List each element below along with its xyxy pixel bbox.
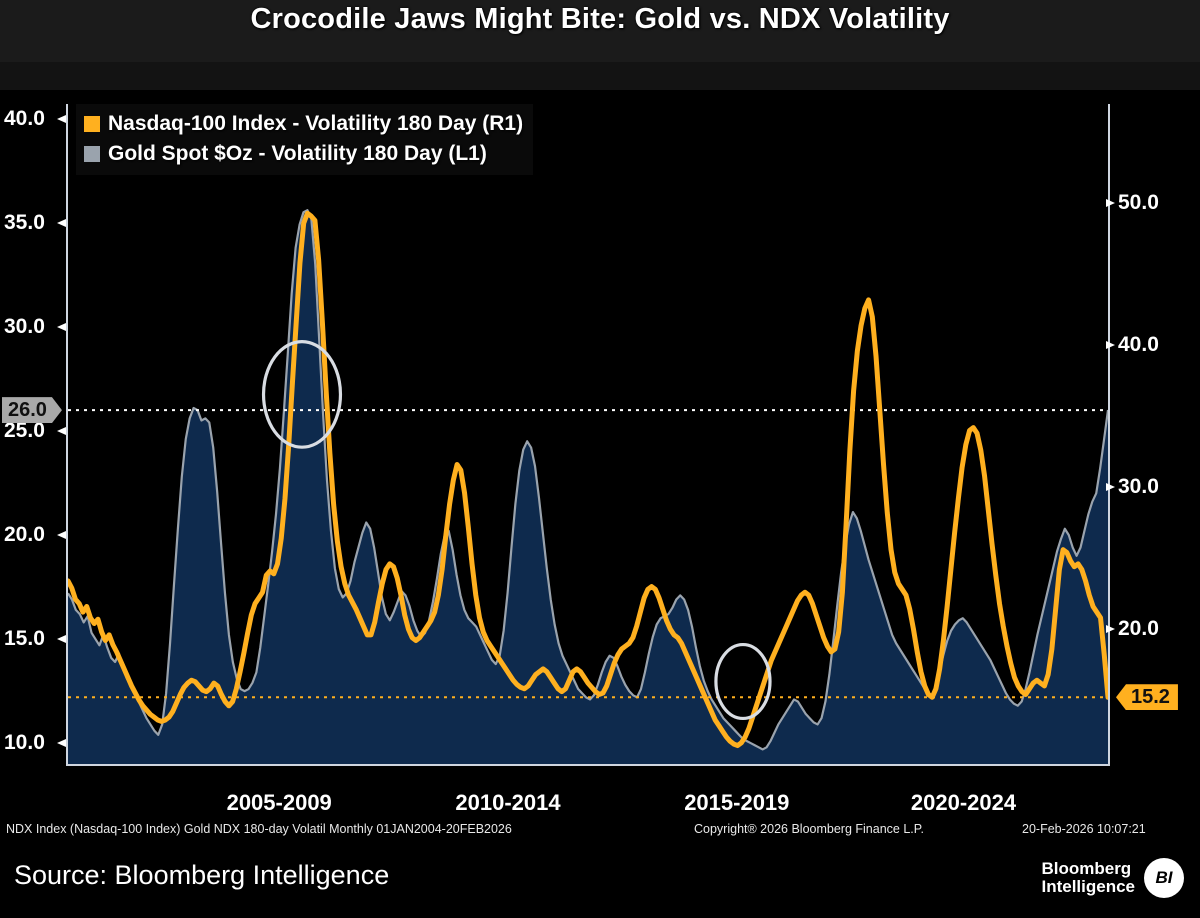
y-axis-left-tickmark: [57, 114, 66, 123]
ndx-volatility-line: [68, 210, 1108, 749]
footer-copyright: Copyright® 2026 Bloomberg Finance L.P.: [694, 822, 924, 836]
ndx-value-tag: 15.2: [1116, 684, 1178, 711]
annotation-gold-ndx-crossover-2018: [714, 642, 772, 721]
bottom-edge: [0, 914, 1200, 918]
y-axis-left-tick: 10.0: [4, 731, 45, 755]
brand-text: Bloomberg Intelligence: [1041, 858, 1135, 897]
gold-value-tag: 26.0: [2, 397, 62, 423]
title-gap-band: [0, 62, 1200, 90]
y-axis-left-tick: 15.0: [4, 627, 45, 651]
y-axis-right-tickmark: [1106, 625, 1115, 634]
y-axis-left-tickmark: [57, 218, 66, 227]
y-axis-right-tickmark: [1106, 341, 1115, 350]
gold-area-fill: [68, 210, 1108, 764]
x-axis-tick-label: 2010-2014: [455, 790, 561, 815]
bi-badge-icon: BI: [1144, 858, 1184, 898]
y-axis-right-tickmark: [1106, 199, 1115, 208]
y-axis-left-tick: 20.0: [4, 523, 45, 546]
legend-item-ndx: Nasdaq-100 Index - Volatility 180 Day (R…: [84, 109, 523, 139]
y-axis-left-tickmark: [57, 426, 66, 435]
chart-canvas: [68, 209, 1108, 764]
title-band: Crocodile Jaws Might Bite: Gold vs. NDX …: [0, 0, 1200, 62]
y-axis-left-tickmark: [57, 322, 66, 331]
y-axis-left-tick: 25.0: [4, 418, 45, 442]
y-axis-right-tick: 40.0: [1118, 333, 1159, 357]
x-axis-tick-label: 2005-2009: [226, 790, 332, 815]
legend-swatch-ndx: [84, 116, 100, 132]
x-axis-tick-label: 2015-2019: [684, 790, 790, 815]
chart-annotations: [261, 339, 772, 721]
chart-container: 40.0 35.0 30.0 25.0 20.0 15.0 10.0 50.0 40.0 30.0…: [0, 90, 1200, 820]
legend-swatch-gold: [84, 146, 100, 162]
y-axis-left-tickmark: [57, 531, 66, 539]
plot-area: [66, 104, 1110, 766]
y-axis-right-tick: 30.0: [1118, 475, 1159, 499]
y-axis-right-tick: 20.0: [1118, 617, 1159, 641]
y-axis-left-tickmark: [57, 635, 66, 644]
source-band: Source: Bloomberg Intelligence Bloomberg…: [0, 846, 1200, 918]
brand-line1: Bloomberg: [1041, 858, 1132, 878]
y-axis-left-tick: 30.0: [4, 314, 45, 338]
legend-label-gold: Gold Spot $Oz - Volatility 180 Day (L1): [108, 142, 487, 165]
source-label: Source: Bloomberg Intelligence: [14, 860, 390, 890]
y-axis-right-tickmark: [1106, 483, 1115, 492]
chart-legend: Nasdaq-100 Index - Volatility 180 Day (R…: [76, 104, 534, 175]
y-axis-right-tick: 50.0: [1118, 191, 1159, 215]
brand-line2: Intelligence: [1041, 877, 1135, 896]
bloomberg-intelligence-logo: Bloomberg Intelligence BI: [1041, 858, 1184, 898]
y-axis-left-tickmark: [57, 739, 66, 748]
y-axis-left-tick: 40.0: [4, 106, 45, 130]
legend-item-gold: Gold Spot $Oz - Volatility 180 Day (L1): [84, 139, 523, 169]
y-axis-left-tick: 35.0: [4, 210, 45, 234]
footer-timestamp: 20-Feb-2026 10:07:21: [1022, 822, 1146, 836]
footer-security: NDX Index (Nasdaq-100 Index) Gold NDX 18…: [6, 822, 512, 836]
annotation-gold-ndx-crossover-2008: [261, 339, 343, 449]
x-axis-tick-label: 2020-2024: [910, 790, 1017, 815]
page-title: Crocodile Jaws Might Bite: Gold vs. NDX …: [250, 3, 950, 35]
legend-label-ndx: Nasdaq-100 Index - Volatility 180 Day (R…: [108, 112, 524, 135]
